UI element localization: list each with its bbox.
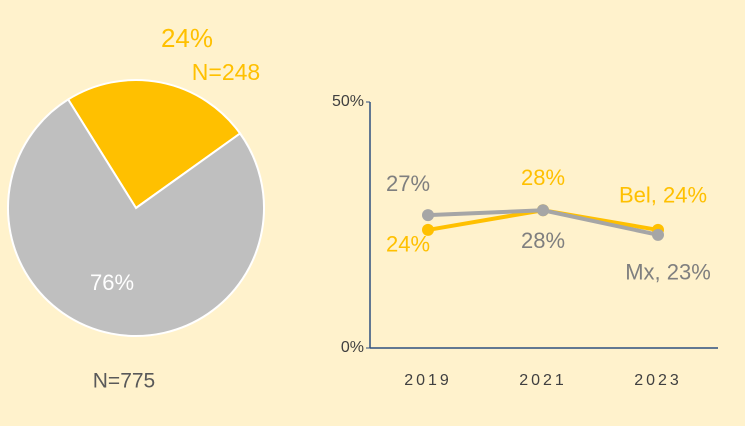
point [422, 223, 434, 236]
data-label: 28% [521, 165, 565, 190]
point [422, 209, 434, 222]
y-tick-label: 50% [332, 93, 364, 110]
pie-slice [7, 98, 265, 337]
pie-slice [66, 79, 242, 210]
x-tick-label: 2023 [634, 372, 682, 389]
annotation: N=248 [192, 59, 260, 85]
data-label: 27% [386, 171, 430, 196]
data-label: 24% [386, 232, 430, 257]
data-label: 28% [521, 228, 565, 253]
point [652, 228, 664, 241]
y-tick-label: 0% [341, 339, 364, 356]
pie-label: 24% [161, 23, 213, 53]
x-tick-label: 2019 [404, 372, 452, 389]
annotation: N=775 [93, 370, 155, 393]
data-label: Bel, 24% [619, 183, 707, 208]
pie-label: 76% [90, 270, 134, 295]
x-tick-label: 2021 [519, 372, 567, 389]
point [537, 204, 549, 217]
data-label: Mx, 23% [625, 260, 711, 285]
